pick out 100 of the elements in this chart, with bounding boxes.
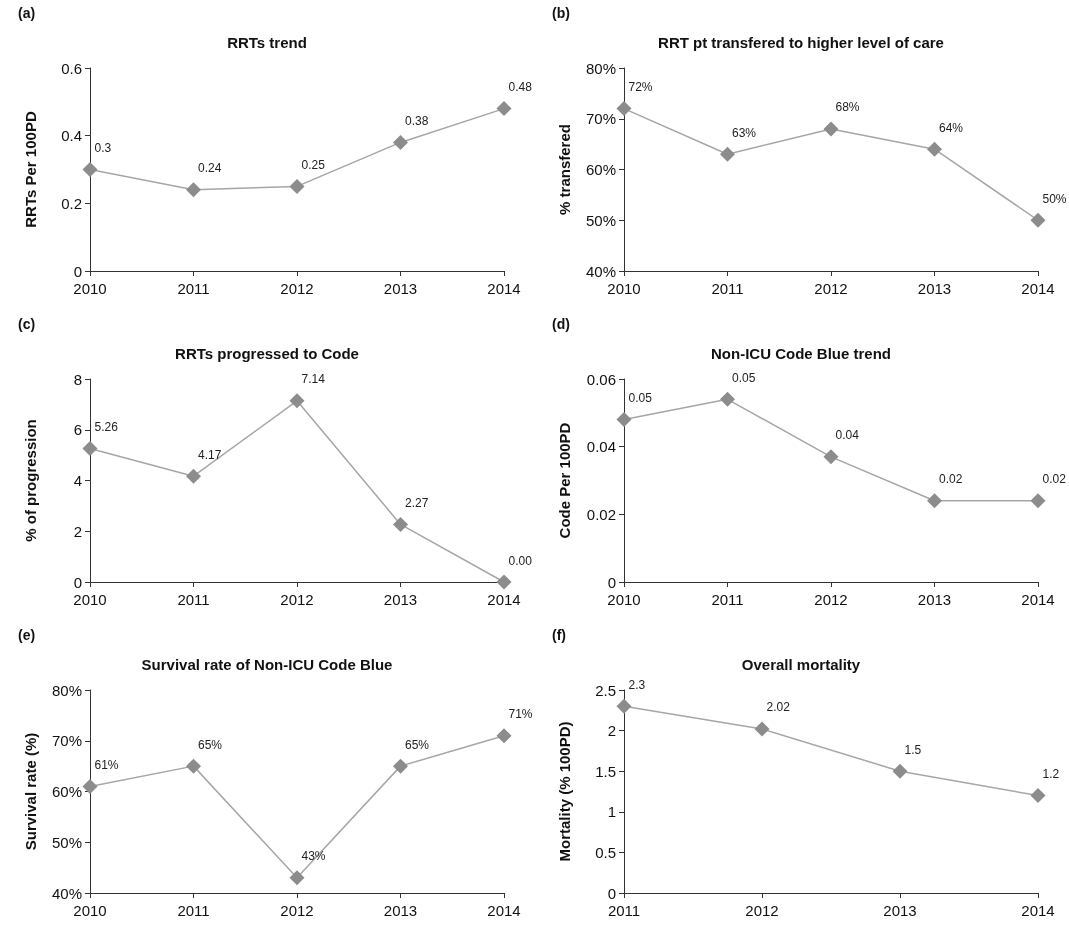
chart-title: Survival rate of Non-ICU Code Blue: [141, 656, 393, 673]
point: [927, 141, 942, 157]
data-label: 0.04: [835, 428, 860, 443]
x-tick-label: 2013: [383, 902, 418, 919]
point: [1030, 788, 1046, 804]
x-tick-label: 2011: [177, 591, 210, 608]
point: [1030, 493, 1046, 509]
point: [720, 391, 735, 407]
data-label: 68%: [835, 100, 860, 115]
point: [82, 162, 98, 177]
data-label: 7.14: [301, 372, 326, 387]
data-label: 0.48: [508, 80, 533, 95]
chart-title: RRTs trend: [227, 34, 307, 51]
chart-title: RRT pt transfered to higher level of care: [658, 34, 944, 51]
x-tick-label: 2010: [607, 280, 641, 297]
chart-title: Non-ICU Code Blue trend: [711, 345, 891, 362]
data-label: 50%: [1042, 191, 1067, 206]
y-tick-label: 8: [73, 370, 82, 388]
text: (c): [18, 316, 36, 332]
y-tick-label: 0.4: [61, 127, 82, 145]
y-tick-label: 4: [73, 472, 82, 489]
data-label: 2.3: [628, 677, 646, 692]
point: [393, 134, 408, 150]
y-tick-label: 40%: [51, 884, 82, 902]
point: [186, 468, 201, 484]
y-tick-label: 60%: [585, 161, 616, 178]
data-label: 2.02: [766, 700, 791, 715]
point: [892, 763, 908, 779]
y-tick-label: 0: [73, 262, 82, 280]
x-tick-label: 2010: [607, 591, 641, 608]
point: [754, 721, 770, 737]
point: [289, 178, 305, 194]
data-label: 1.2: [1042, 767, 1060, 782]
y-axis-title: Mortality (% 100PD): [556, 721, 573, 862]
x-tick-label: 2013: [917, 280, 952, 297]
x-tick-label: 2011: [177, 280, 210, 297]
point: [823, 121, 839, 137]
x-tick-label: 2012: [280, 902, 314, 919]
text: (d): [552, 316, 570, 332]
y-tick-label: 2: [73, 522, 82, 540]
y-tick-label: 2: [607, 722, 616, 740]
y-tick-label: 60%: [51, 783, 82, 800]
data-label: 1.5: [904, 742, 922, 757]
text: (f): [552, 627, 566, 643]
data-label: 0.02: [939, 472, 963, 487]
point: [1030, 212, 1046, 228]
y-tick-label: 2.5: [595, 681, 616, 699]
point: [616, 412, 632, 428]
y-tick-label: 50%: [51, 833, 82, 851]
data-label: 61%: [94, 757, 119, 772]
x-tick-label: 2011: [711, 280, 744, 297]
x-tick-label: 2010: [73, 280, 107, 297]
x-tick-label: 2014: [1021, 280, 1055, 297]
y-tick-label: 50%: [585, 211, 616, 229]
y-tick-label: 70%: [585, 110, 616, 128]
x-tick-label: 2010: [73, 591, 107, 608]
point: [823, 449, 839, 465]
data-label: 72%: [628, 80, 653, 95]
x-tick-label: 2014: [487, 280, 521, 297]
x-tick-label: 2014: [487, 591, 521, 608]
y-tick-label: 70%: [51, 732, 82, 750]
y-tick-label: 0: [73, 573, 82, 591]
point: [289, 393, 305, 409]
x-tick-label: 2011: [711, 591, 744, 608]
data-label: 71%: [508, 707, 533, 722]
x-tick-label: 2013: [917, 591, 952, 608]
data-label: 0.00: [508, 553, 533, 568]
x-tick-label: 2013: [383, 591, 418, 608]
data-label: 65%: [405, 737, 430, 752]
x-tick-label: 2012: [814, 280, 848, 297]
data-label: 0.24: [198, 161, 222, 176]
y-axis-title: RRTs Per 100PD: [22, 111, 39, 228]
y-tick-label: 0: [607, 884, 616, 902]
point: [289, 870, 305, 886]
y-tick-label: 0: [607, 573, 616, 591]
data-label: 65%: [198, 737, 223, 752]
y-axis-title: Survival rate (%): [22, 732, 39, 851]
point: [927, 493, 942, 509]
text: (e): [18, 627, 36, 643]
data-label: 64%: [939, 120, 964, 135]
data-label: 0.3: [94, 141, 112, 155]
x-tick-label: 2012: [280, 591, 314, 608]
point: [82, 441, 98, 457]
y-axis-title: % transfered: [556, 124, 573, 215]
point: [82, 778, 98, 794]
y-tick-label: 0.04: [586, 438, 616, 456]
data-label: 2.27: [405, 495, 429, 510]
data-label: 63%: [732, 125, 757, 140]
x-tick-label: 2013: [383, 280, 418, 297]
text: (a): [18, 5, 36, 21]
point: [720, 146, 735, 162]
y-tick-label: 80%: [585, 59, 616, 77]
data-label: 0.25: [301, 157, 326, 172]
y-tick-label: 0.06: [586, 370, 616, 388]
point: [616, 101, 632, 117]
x-tick-label: 2014: [1021, 902, 1055, 919]
chart-title: Overall mortality: [741, 656, 861, 673]
point: [496, 574, 512, 590]
data-label: 5.26: [94, 420, 119, 435]
y-axis-title: % of progression: [22, 419, 39, 542]
